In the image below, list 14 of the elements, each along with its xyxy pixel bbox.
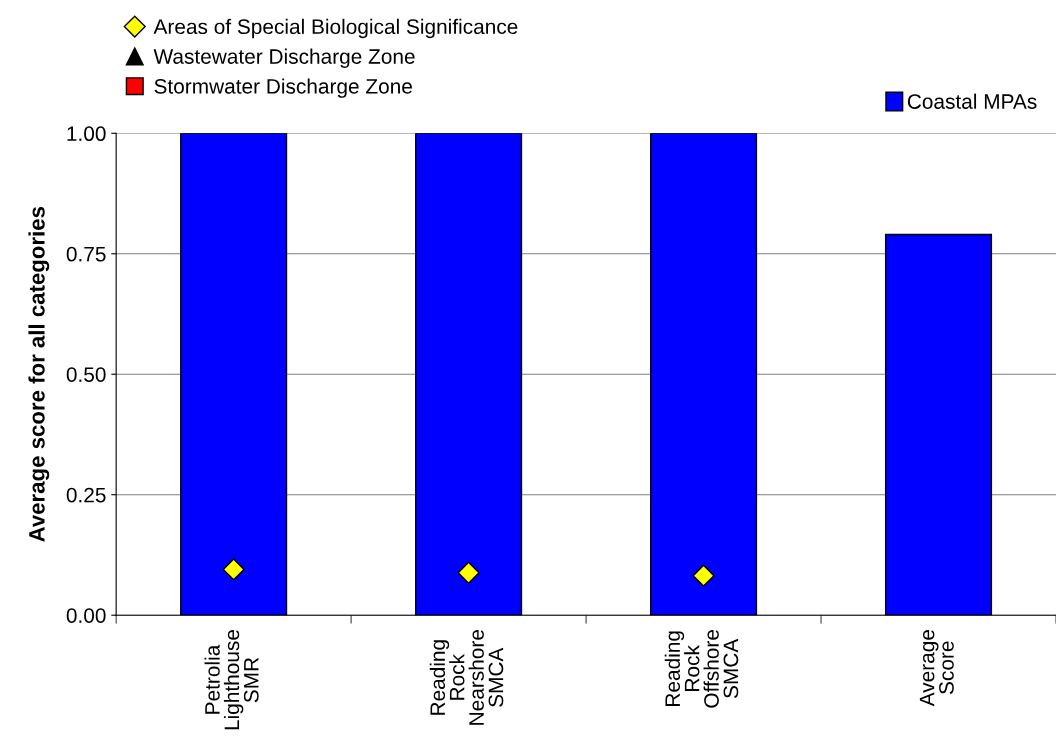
y-tick-label: 0.00 bbox=[66, 608, 106, 623]
y-tick-label: 0.75 bbox=[66, 246, 106, 262]
y-tick-label: 0.25 bbox=[66, 487, 106, 503]
x-tick-label: Petrolia Lighthouse SMR bbox=[204, 630, 259, 730]
x-tick-label: Reading Rock Offshore SMCA bbox=[664, 630, 739, 708]
legend-label: Stormwater Discharge Zone bbox=[154, 78, 412, 98]
y-tick-label: 0.50 bbox=[66, 367, 106, 382]
x-tick-label: Average Score bbox=[919, 630, 954, 707]
legend-label: Wastewater Discharge Zone bbox=[153, 48, 415, 69]
legend-label: Coastal MPAs bbox=[907, 93, 1037, 109]
legend-label: Areas of Special Biological Significance bbox=[153, 18, 518, 39]
x-tick-label: Reading Rock Nearshore SMCA bbox=[429, 630, 504, 725]
y-axis-title: Average score for all categories bbox=[28, 206, 50, 542]
y-tick-label: 1.00 bbox=[67, 126, 106, 142]
